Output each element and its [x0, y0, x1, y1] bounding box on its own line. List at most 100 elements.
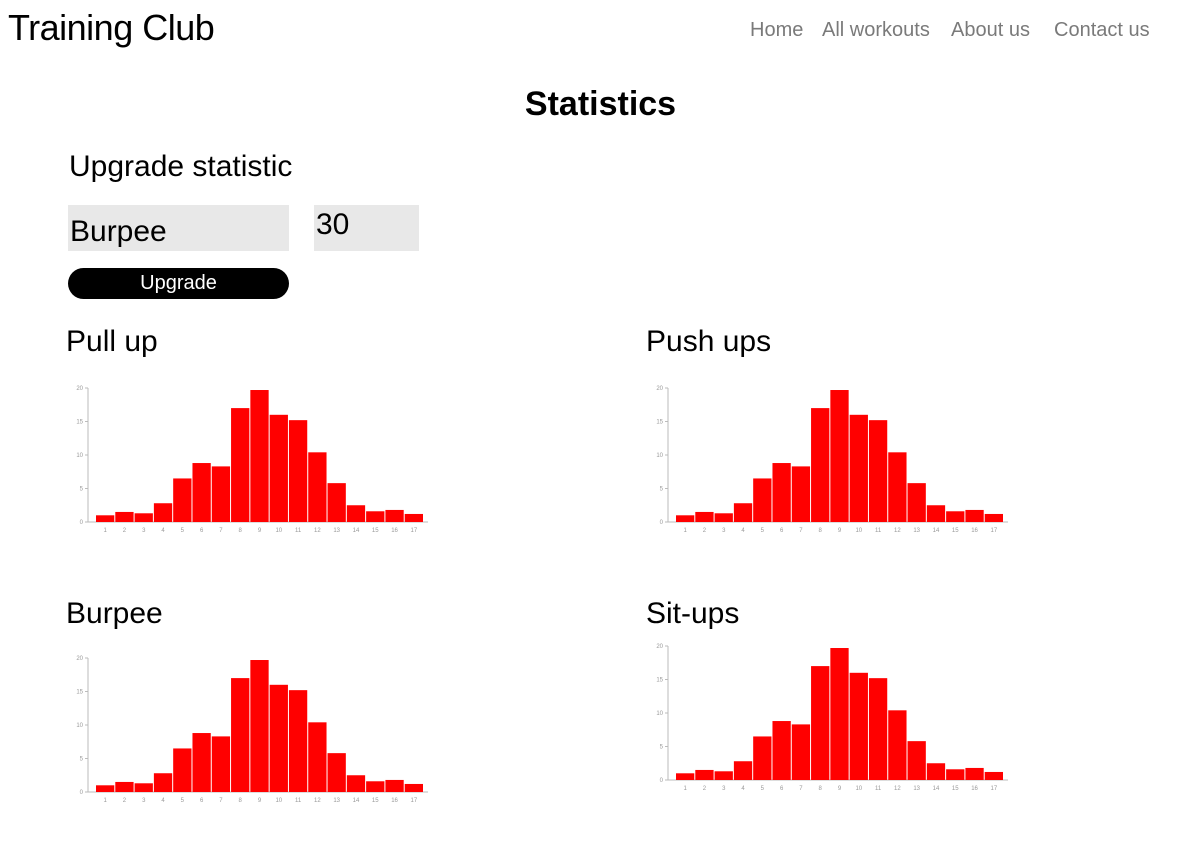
x-tick-label: 2 — [703, 786, 707, 792]
bar — [308, 452, 327, 522]
nav-link-home[interactable]: Home — [750, 19, 804, 41]
bar — [753, 478, 772, 522]
x-tick-label: 9 — [258, 798, 262, 804]
x-tick-label: 14 — [933, 786, 940, 792]
bar — [868, 420, 888, 522]
bar — [231, 678, 250, 792]
x-tick-label: 16 — [971, 528, 978, 534]
x-tick-label: 2 — [703, 528, 707, 534]
stat-title: Push ups — [646, 325, 772, 358]
x-tick-label: 5 — [181, 798, 185, 804]
x-tick-label: 5 — [761, 786, 765, 792]
x-tick-label: 4 — [741, 786, 745, 792]
x-tick-label: 16 — [391, 528, 398, 534]
bar — [231, 408, 250, 522]
nav-link-about-us[interactable]: About us — [951, 19, 1030, 41]
x-tick-label: 1 — [103, 798, 107, 804]
bar — [115, 511, 134, 522]
x-tick-label: 13 — [333, 528, 340, 534]
bar — [907, 741, 926, 780]
x-tick-label: 15 — [372, 528, 379, 534]
bar — [695, 511, 714, 522]
y-tick-label: 15 — [656, 420, 663, 426]
bar — [308, 722, 327, 792]
bar — [346, 775, 366, 792]
x-tick-label: 10 — [855, 786, 862, 792]
x-tick-label: 3 — [142, 798, 146, 804]
bar — [946, 511, 965, 522]
x-tick-label: 8 — [819, 528, 823, 534]
x-tick-label: 6 — [200, 528, 204, 534]
bar — [385, 779, 404, 792]
y-tick-label: 20 — [76, 656, 83, 662]
bar — [96, 515, 115, 522]
bar — [733, 503, 753, 522]
bar — [288, 690, 308, 792]
amount-input[interactable] — [314, 205, 419, 251]
bar — [404, 783, 423, 792]
x-tick-label: 10 — [275, 528, 282, 534]
x-tick-label: 13 — [333, 798, 340, 804]
stat-title: Pull up — [66, 325, 158, 358]
x-tick-label: 3 — [722, 786, 726, 792]
bar — [153, 503, 173, 522]
bar — [192, 733, 211, 792]
y-tick-label: 15 — [76, 690, 83, 696]
bar — [153, 773, 173, 792]
upgrade-section-title: Upgrade statistic — [69, 150, 293, 183]
x-tick-label: 3 — [142, 528, 146, 534]
bar — [211, 736, 231, 792]
y-tick-label: 0 — [660, 520, 664, 526]
bar — [868, 678, 888, 780]
y-tick-label: 15 — [656, 678, 663, 684]
x-tick-label: 11 — [875, 528, 882, 534]
x-tick-label: 13 — [913, 786, 920, 792]
bar — [327, 753, 346, 792]
bar — [173, 748, 192, 792]
x-tick-label: 14 — [933, 528, 940, 534]
stat-title: Burpee — [66, 597, 163, 630]
nav-link-all-workouts[interactable]: All workouts — [822, 19, 930, 41]
x-tick-label: 14 — [353, 798, 360, 804]
x-tick-label: 5 — [181, 528, 185, 534]
stat-title: Sit-ups — [646, 597, 740, 630]
x-tick-label: 9 — [838, 528, 842, 534]
bar — [753, 736, 772, 780]
brand-logo[interactable]: Training Club — [8, 7, 215, 48]
bar — [134, 513, 153, 522]
bar — [926, 763, 946, 780]
bar — [115, 781, 134, 792]
bar — [269, 414, 288, 522]
y-tick-label: 20 — [76, 386, 83, 392]
x-tick-label: 14 — [353, 528, 360, 534]
x-tick-label: 12 — [894, 528, 901, 534]
bar — [984, 771, 1003, 780]
bar — [676, 773, 695, 780]
bar — [888, 452, 907, 522]
upgrade-button[interactable]: Upgrade — [68, 268, 289, 299]
bar — [830, 648, 849, 780]
x-tick-label: 17 — [991, 528, 998, 534]
page-title: Statistics — [524, 85, 677, 123]
bar — [811, 408, 830, 522]
bar — [714, 771, 733, 780]
bar — [849, 414, 868, 522]
bar — [965, 509, 984, 522]
x-tick-label: 7 — [799, 528, 803, 534]
x-tick-label: 11 — [875, 786, 882, 792]
x-tick-label: 7 — [219, 528, 223, 534]
x-tick-label: 16 — [971, 786, 978, 792]
x-tick-label: 7 — [219, 798, 223, 804]
bar — [327, 483, 346, 522]
x-tick-label: 1 — [103, 528, 107, 534]
bar — [811, 666, 830, 780]
y-tick-label: 0 — [80, 520, 84, 526]
nav-link-contact-us[interactable]: Contact us — [1054, 19, 1150, 41]
x-tick-label: 12 — [314, 798, 321, 804]
y-tick-label: 15 — [76, 420, 83, 426]
x-tick-label: 10 — [275, 798, 282, 804]
x-tick-label: 15 — [952, 786, 959, 792]
x-tick-label: 2 — [123, 798, 127, 804]
exercise-input[interactable] — [68, 205, 289, 251]
